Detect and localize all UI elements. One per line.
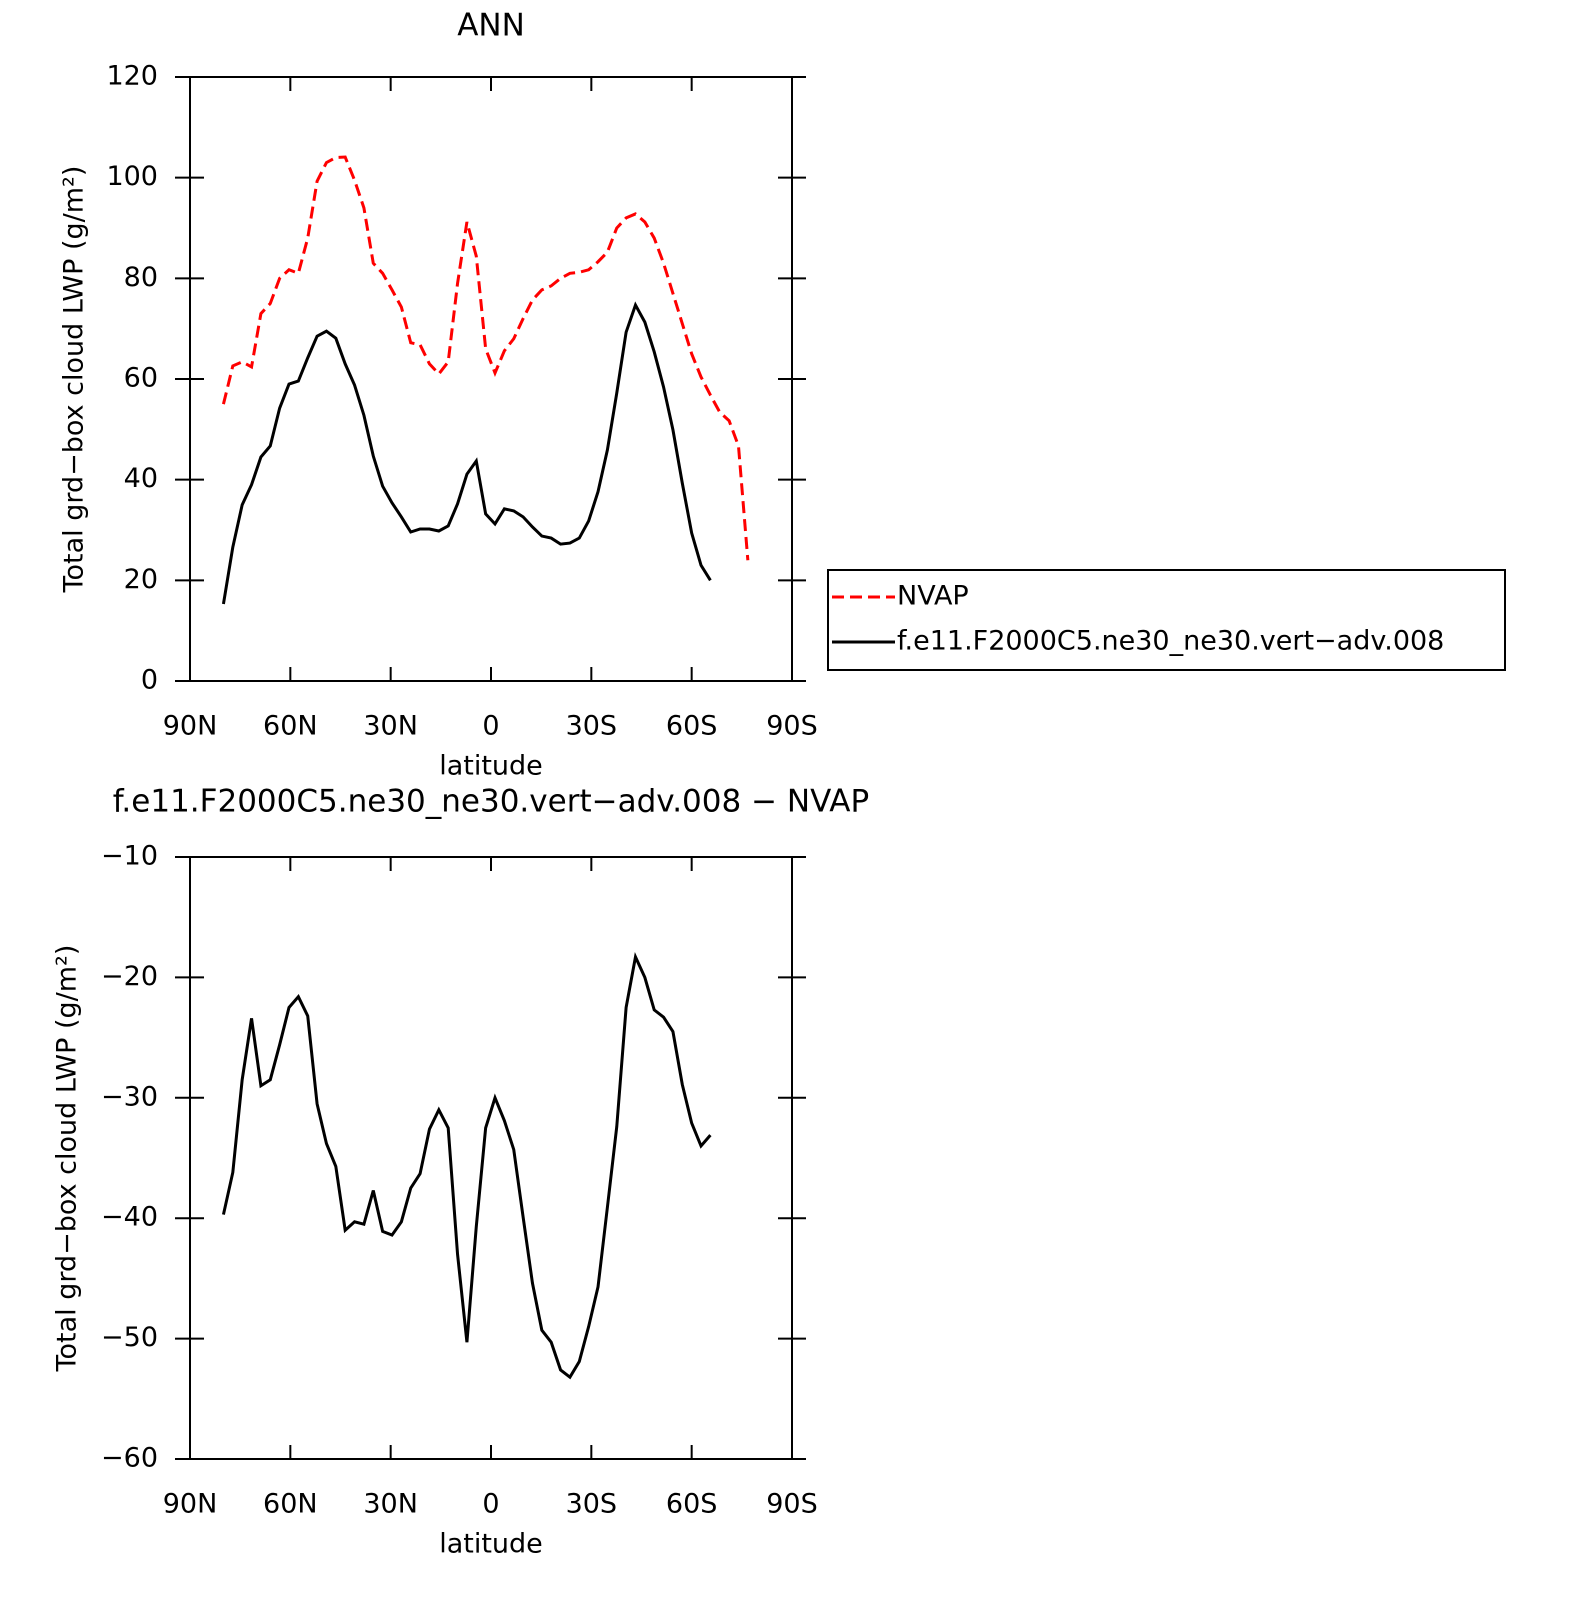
- chart-title: f.e11.F2000C5.ne30_ne30.vert−adv.008 − N…: [113, 784, 869, 820]
- legend-box: [827, 569, 1506, 671]
- x-tick-label: 90N: [163, 1489, 218, 1520]
- x-axis-label: latitude: [439, 751, 543, 782]
- data-line: [221, 155, 750, 561]
- y-tick-label: −60: [101, 1443, 158, 1474]
- y-axis-label: Total grd−box cloud LWP (g/m²): [52, 945, 83, 1373]
- y-tick-label: 20: [124, 564, 158, 595]
- x-tick-label: 60N: [263, 711, 318, 742]
- x-tick-label: 30N: [363, 711, 418, 742]
- x-tick-label: 90S: [766, 1489, 818, 1520]
- x-tick-label: 0: [482, 1489, 499, 1520]
- x-tick-label: 60S: [666, 711, 718, 742]
- x-tick-label: 60S: [666, 1489, 718, 1520]
- plot-frame: [189, 856, 793, 1460]
- x-tick-label: 0: [482, 711, 499, 742]
- x-axis-label: latitude: [439, 1529, 543, 1560]
- y-tick-label: 40: [124, 463, 158, 494]
- data-line: [221, 951, 712, 1380]
- y-tick-label: −10: [101, 841, 158, 872]
- y-tick-label: 100: [106, 161, 158, 192]
- y-tick-label: −20: [101, 961, 158, 992]
- x-tick-label: 30S: [566, 711, 618, 742]
- y-tick-label: −30: [101, 1081, 158, 1112]
- data-line: [221, 301, 712, 605]
- x-tick-label: 60N: [263, 1489, 318, 1520]
- x-tick-label: 90S: [766, 711, 818, 742]
- y-tick-label: 80: [124, 262, 158, 293]
- x-tick-label: 30N: [363, 1489, 418, 1520]
- y-tick-label: 120: [106, 61, 158, 92]
- chart-title: ANN: [457, 8, 525, 44]
- x-tick-label: 30S: [566, 1489, 618, 1520]
- y-tick-label: −50: [101, 1322, 158, 1353]
- x-tick-label: 90N: [163, 711, 218, 742]
- y-tick-label: 60: [124, 363, 158, 394]
- y-axis-label: Total grd−box cloud LWP (g/m²): [59, 166, 90, 594]
- y-tick-label: −40: [101, 1202, 158, 1233]
- legend-label: NVAP: [897, 581, 969, 612]
- y-tick-label: 0: [141, 665, 158, 696]
- legend-label: f.e11.F2000C5.ne30_ne30.vert−adv.008: [897, 626, 1444, 657]
